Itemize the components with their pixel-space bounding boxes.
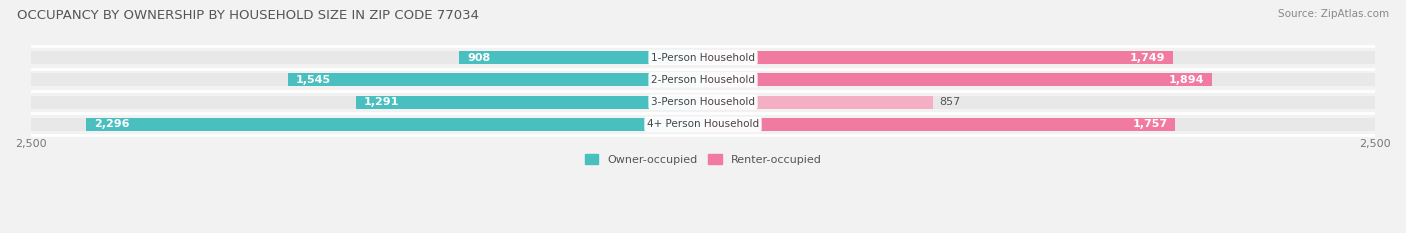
- Text: 2,296: 2,296: [94, 119, 129, 129]
- Text: 2-Person Household: 2-Person Household: [651, 75, 755, 85]
- Bar: [703, 118, 1175, 131]
- Bar: [356, 96, 703, 109]
- Text: 1,894: 1,894: [1168, 75, 1204, 85]
- Bar: [703, 96, 1375, 109]
- Text: 1,757: 1,757: [1132, 119, 1167, 129]
- Bar: [86, 118, 703, 131]
- Text: 857: 857: [939, 97, 960, 107]
- Text: Source: ZipAtlas.com: Source: ZipAtlas.com: [1278, 9, 1389, 19]
- Bar: [31, 73, 703, 86]
- Bar: [703, 73, 1375, 86]
- Bar: [703, 51, 1375, 64]
- Bar: [458, 51, 703, 64]
- Text: 3-Person Household: 3-Person Household: [651, 97, 755, 107]
- Bar: [31, 96, 703, 109]
- Text: 908: 908: [467, 52, 491, 62]
- Text: 1,291: 1,291: [364, 97, 399, 107]
- Bar: [31, 118, 703, 131]
- Text: 4+ Person Household: 4+ Person Household: [647, 119, 759, 129]
- Legend: Owner-occupied, Renter-occupied: Owner-occupied, Renter-occupied: [581, 150, 825, 169]
- Bar: [703, 118, 1375, 131]
- Bar: [703, 96, 934, 109]
- Text: 1,545: 1,545: [295, 75, 330, 85]
- Bar: [703, 73, 1212, 86]
- Bar: [31, 51, 703, 64]
- Text: 1-Person Household: 1-Person Household: [651, 52, 755, 62]
- Text: 1,749: 1,749: [1129, 52, 1166, 62]
- Text: OCCUPANCY BY OWNERSHIP BY HOUSEHOLD SIZE IN ZIP CODE 77034: OCCUPANCY BY OWNERSHIP BY HOUSEHOLD SIZE…: [17, 9, 479, 22]
- Bar: [288, 73, 703, 86]
- Bar: [703, 51, 1173, 64]
